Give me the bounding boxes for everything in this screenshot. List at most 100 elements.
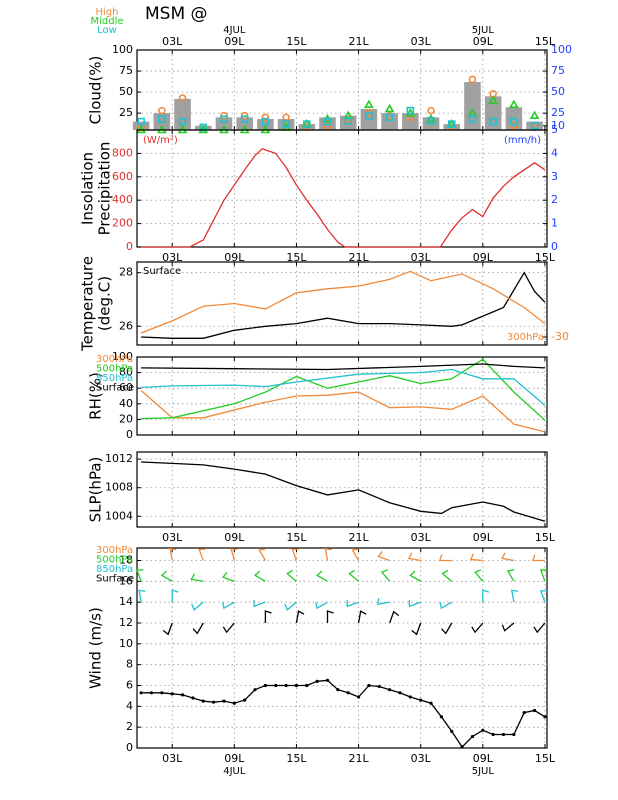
point — [522, 710, 526, 715]
x-tick-label: 15L — [286, 251, 307, 264]
wind-barb — [357, 610, 367, 624]
legend-label: Low — [97, 25, 117, 36]
wind-barb — [439, 601, 453, 610]
y-tick-label: 80 — [119, 366, 133, 379]
bar — [174, 98, 191, 130]
wind-barb — [411, 622, 422, 636]
wind-barb — [138, 589, 146, 603]
y-tick-label: 50 — [119, 85, 133, 98]
wind-barb — [380, 569, 391, 582]
point — [232, 701, 236, 705]
x-tick-label: 15L — [535, 752, 556, 765]
line — [141, 271, 546, 339]
x-tick-label: 03L — [162, 752, 183, 765]
panel-frame — [136, 129, 548, 248]
wind-barb — [222, 622, 235, 634]
x-tick-label: 21L — [348, 531, 369, 544]
line — [141, 461, 546, 522]
y-tick-label: 4 — [126, 699, 133, 712]
point — [470, 734, 475, 739]
wind-barb — [501, 552, 514, 562]
line — [140, 390, 546, 433]
low-marker — [137, 117, 145, 126]
bar — [464, 82, 481, 130]
legend-label: 500hPa — [96, 364, 133, 375]
point — [222, 699, 226, 703]
middle-marker — [426, 113, 436, 123]
y-axis-title: (deg.C) — [96, 276, 114, 331]
wind-barb — [377, 551, 390, 562]
point — [191, 696, 195, 700]
point — [501, 732, 506, 737]
date-label: 4JUL — [223, 766, 246, 777]
low-marker — [220, 115, 228, 123]
line — [141, 147, 546, 248]
point — [294, 683, 299, 688]
y-tick-label: 12 — [119, 616, 133, 629]
y2-tick-label: 5 — [551, 123, 558, 136]
middle-marker — [508, 99, 519, 109]
series-label: 300hPa — [507, 332, 544, 343]
panel-frame — [136, 547, 548, 749]
point — [315, 679, 319, 683]
point — [201, 699, 205, 703]
x-tick-label: 09L — [224, 752, 245, 765]
y-tick-label: 0 — [126, 741, 133, 754]
x-tick-label: 21L — [348, 251, 369, 264]
wind-barb — [351, 548, 360, 561]
point — [460, 745, 464, 749]
legend-label: 850hPa — [96, 373, 133, 384]
x-tick-label: 03L — [162, 35, 183, 48]
point — [346, 691, 350, 695]
middle-marker — [384, 103, 395, 113]
point — [305, 683, 309, 688]
point — [180, 693, 185, 697]
y2-tick-label: 0 — [551, 240, 558, 253]
bar — [484, 96, 502, 130]
series-label: Surface — [143, 266, 181, 277]
y-tick-label: 60 — [119, 381, 133, 394]
y-axis-title: Cloud(%) — [87, 56, 105, 125]
x-tick-label: 15L — [535, 35, 556, 48]
y2-tick-label: 3 — [551, 170, 558, 183]
x-tick-label: 09L — [224, 251, 245, 264]
point — [481, 728, 485, 732]
x-tick-label: 09L — [473, 752, 494, 765]
panel-frame — [136, 356, 548, 436]
x-tick-label: 15L — [286, 752, 307, 765]
x-tick-label: 09L — [473, 35, 494, 48]
wind-barb — [482, 589, 490, 603]
y-unit: (W/m²) — [143, 135, 178, 146]
wind-barb — [222, 601, 235, 610]
legend-label: High — [96, 7, 119, 18]
y-tick-label: 75 — [119, 64, 133, 77]
y2-tick-label: -30 — [551, 330, 569, 343]
y2-tick-label: 100 — [551, 43, 572, 56]
bar — [526, 121, 543, 130]
line — [141, 363, 545, 371]
wind-barb — [469, 553, 483, 562]
wind-barb — [324, 547, 332, 561]
date-label: 5JUL — [472, 25, 495, 36]
low-marker — [282, 120, 290, 128]
wind-barb — [169, 547, 177, 561]
x-tick-label: 09L — [473, 531, 494, 544]
legend-label: 500hPa — [96, 555, 133, 566]
wind-barb — [198, 548, 206, 561]
line — [140, 270, 546, 334]
point — [367, 683, 371, 688]
bar — [381, 113, 398, 130]
y-axis-title: Precipitation — [96, 142, 114, 236]
low-marker — [530, 121, 539, 130]
y-axis-title: Temperature — [79, 256, 97, 352]
wind-barb — [471, 622, 484, 634]
low-marker — [302, 120, 311, 128]
high-marker — [261, 113, 270, 122]
low-marker — [323, 117, 332, 126]
wind-barb — [510, 589, 519, 603]
low-marker — [385, 113, 394, 122]
point — [543, 715, 547, 719]
x-tick-label: 09L — [224, 35, 245, 48]
y-tick-label: 0 — [126, 428, 133, 441]
y-tick-label: 20 — [119, 412, 133, 425]
